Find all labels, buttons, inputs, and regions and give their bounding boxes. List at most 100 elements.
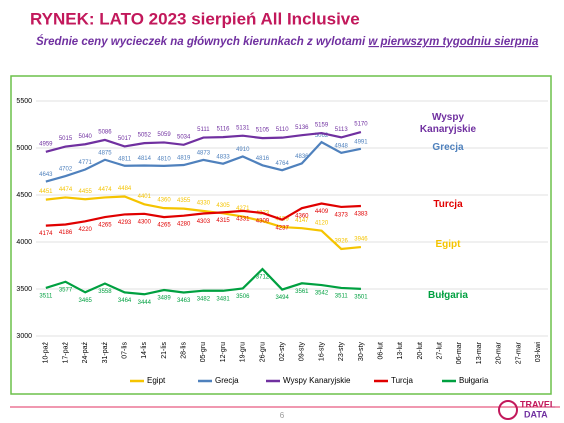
data-label: 5113 [335, 127, 349, 133]
subtitle: Średnie ceny wycieczek na głównych kieru… [36, 35, 539, 48]
data-label: 4331 [236, 216, 250, 222]
data-label: 4771 [79, 160, 93, 166]
data-label: 3494 [275, 295, 289, 301]
series-annotation: Grecja [432, 142, 463, 153]
data-label: 4833 [216, 154, 230, 160]
x-tick-label: 17-paź [62, 342, 69, 364]
data-label: 4147 [295, 218, 309, 224]
data-label: 4305 [216, 203, 230, 209]
data-label: 4303 [197, 219, 211, 225]
data-label: 4315 [216, 218, 230, 224]
data-label: 4401 [138, 194, 152, 200]
data-label: 4300 [138, 219, 152, 225]
data-label: 4455 [79, 189, 93, 195]
chart-frame [10, 75, 552, 395]
legend-label: Bułgaria [459, 376, 489, 385]
legend-label: Egipt [147, 376, 166, 385]
x-tick-label: 27-lut [437, 342, 444, 360]
x-tick-label: 30-sty [358, 342, 365, 362]
y-tick-label: 3000 [16, 333, 32, 340]
series-annotation-text: Egipt [435, 239, 461, 250]
x-tick-label: 13-lut [397, 342, 404, 360]
data-label: 4816 [256, 156, 270, 162]
data-label: 4360 [295, 214, 309, 220]
x-tick-label: 09-sty [299, 342, 306, 362]
x-tick-label: 13-mar [476, 341, 483, 364]
y-tick-label: 5500 [16, 98, 32, 105]
x-tick-label: 21-lis [161, 342, 168, 359]
data-label: 4702 [59, 167, 73, 173]
data-label: 3482 [197, 296, 211, 302]
legend-label: Grecja [215, 376, 239, 385]
series-line [45, 202, 361, 227]
data-label: 4373 [335, 213, 349, 219]
data-label: 5059 [157, 132, 171, 138]
x-tick-label: 31-paź [102, 342, 109, 364]
data-label: 3463 [177, 298, 191, 304]
data-label: 3506 [236, 294, 250, 300]
logo-icon [498, 400, 518, 420]
data-label: 5015 [59, 136, 73, 142]
data-label: 3501 [354, 294, 368, 300]
data-label: 4991 [354, 139, 368, 145]
data-label: 5170 [354, 122, 368, 128]
data-label: 4265 [98, 223, 112, 229]
series-annotation: Wyspy Kanaryjskie [419, 112, 477, 135]
data-label: 4237 [275, 225, 289, 231]
x-tick-label: 14-lis [141, 342, 148, 359]
x-tick-label: 05-gru [200, 342, 207, 362]
x-tick-label: 12-gru [220, 342, 227, 362]
series-line [45, 267, 361, 296]
data-label: 5017 [118, 136, 132, 142]
series-annotation-text: Turcja [433, 199, 463, 210]
data-label: 4474 [59, 187, 73, 193]
series-annotation: Egipt [435, 239, 461, 250]
x-tick-label: 06-mar [456, 341, 463, 364]
logo-text: TRAVEL [520, 399, 556, 409]
data-label: 4814 [138, 156, 152, 162]
data-label: 4383 [354, 212, 368, 218]
data-label: 4819 [177, 156, 191, 162]
y-tick-label: 3500 [16, 286, 32, 293]
series-annotation-text: Wyspy Kanaryjskie [419, 112, 477, 135]
series-annotation: Turcja [433, 199, 463, 210]
data-label: 4948 [335, 143, 349, 149]
legend-label: Turcja [391, 376, 413, 385]
x-tick-label: 02-sty [279, 342, 286, 362]
data-label: 4360 [157, 198, 171, 204]
x-tick-label: 20-mar [496, 341, 503, 364]
data-label: 3489 [157, 296, 171, 302]
data-label: 4451 [39, 189, 53, 195]
data-label: 4355 [177, 198, 191, 204]
data-label: 4265 [157, 223, 171, 229]
data-label: 4910 [236, 147, 250, 153]
data-label: 5034 [177, 134, 191, 140]
data-label: 5131 [236, 125, 250, 131]
legend-label: Wyspy Kanaryjskie [283, 376, 351, 385]
data-label: 4810 [157, 156, 171, 162]
data-label: 5040 [79, 134, 93, 140]
data-label: 5052 [138, 133, 152, 139]
data-label: 4474 [98, 187, 112, 193]
data-label: 4280 [177, 221, 191, 227]
data-label: 4836 [295, 154, 309, 160]
data-label: 3511 [39, 294, 53, 300]
page-number: 6 [280, 411, 285, 420]
x-tick-label: 19-gru [240, 342, 247, 362]
x-tick-label: 26-gru [259, 342, 266, 362]
data-label: 4186 [59, 230, 73, 236]
y-tick-label: 4000 [16, 239, 32, 246]
title: RYNEK: LATO 2023 sierpień All Inclusive [30, 9, 360, 28]
data-label: 5086 [98, 129, 112, 135]
subtitle-part: Średnie ceny wycieczek na głównych kieru… [36, 35, 366, 48]
data-label: 3926 [335, 239, 349, 245]
data-label: 4293 [118, 220, 132, 226]
data-label: 5062 [315, 133, 329, 139]
data-label: 5116 [217, 127, 231, 133]
data-label: 3481 [216, 296, 230, 302]
data-label: 3558 [98, 289, 112, 295]
data-label: 3712 [256, 275, 270, 281]
series-annotation: Bułgaria [428, 290, 468, 301]
x-tick-label: 20-lut [417, 342, 424, 360]
